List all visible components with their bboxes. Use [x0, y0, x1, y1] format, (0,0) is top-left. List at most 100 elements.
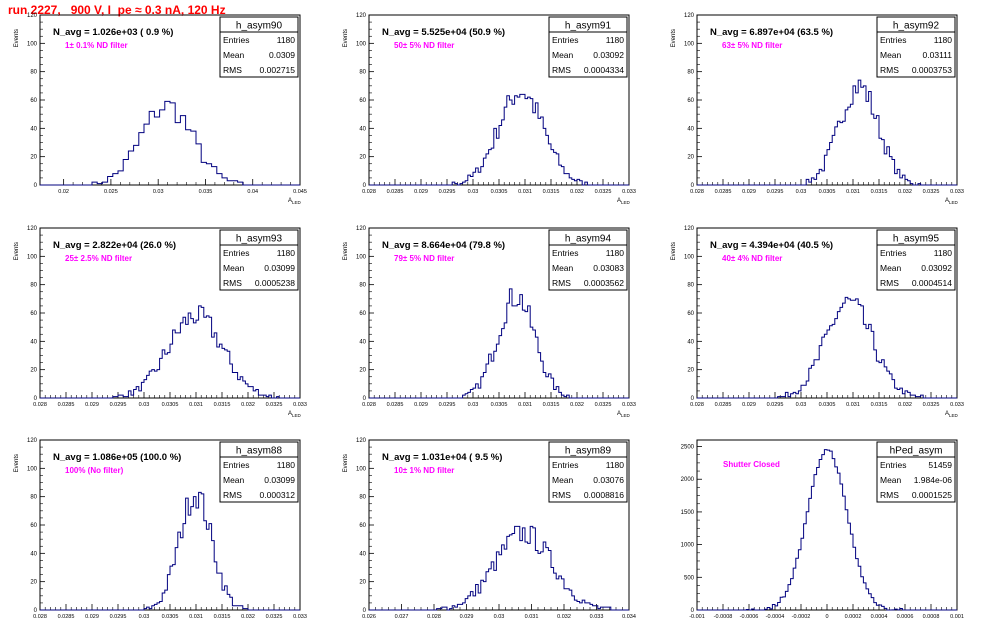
- x-axis-label: ALED: [288, 198, 302, 205]
- x-tick-label: 0.031: [846, 402, 860, 408]
- x-tick-label: 0.03: [494, 614, 505, 620]
- stats-entries-label: Entries: [880, 460, 906, 470]
- stats-mean-label: Mean: [223, 475, 245, 485]
- y-tick-label: 40: [359, 126, 366, 132]
- y-tick-label: 1000: [681, 543, 695, 549]
- x-tick-label: 0.029: [414, 189, 428, 195]
- x-tick-label: 0.0295: [767, 189, 784, 195]
- stats-box-frame: [876, 229, 956, 291]
- x-tick-label: 0.0006: [897, 614, 914, 620]
- x-tick-label: 0.031: [189, 402, 203, 408]
- x-tick-label: 0.0325: [266, 402, 283, 408]
- y-tick-label: 120: [356, 226, 367, 232]
- stats-rms-label: RMS: [223, 278, 242, 288]
- stats-box-frame: [876, 441, 956, 503]
- x-tick-label: -0.0008: [714, 614, 733, 620]
- x-tick-label: 0.03: [468, 189, 479, 195]
- stats-box: h_asym91 Entries 1180 Mean 0.03092 RMS 0.00043…: [548, 16, 628, 78]
- x-tick-label: 0.029: [742, 189, 756, 195]
- x-tick-label: 0.0295: [110, 614, 127, 620]
- stats-rms-value: 0.0001525: [912, 490, 952, 500]
- x-tick-label: 0.032: [570, 189, 584, 195]
- stats-mean-label: Mean: [880, 475, 902, 485]
- y-tick-label: 120: [684, 226, 695, 232]
- y-tick-label: 80: [687, 70, 694, 76]
- x-tick-label: 0.0315: [214, 614, 231, 620]
- x-tick-label: 0.0295: [439, 189, 456, 195]
- stats-mean-label: Mean: [880, 263, 902, 273]
- y-tick-label: 60: [30, 311, 37, 317]
- x-axis-label: ALED: [945, 411, 959, 418]
- x-tick-label: 0.029: [460, 614, 474, 620]
- y-tick-label: 40: [359, 551, 366, 557]
- stats-rms-value: 0.0005238: [255, 278, 295, 288]
- stats-title: h_asym94: [565, 234, 612, 245]
- stats-box: hPed_asym Entries 51459 Mean 1.984e-06 RMS 0.0…: [876, 441, 956, 503]
- stats-box-frame: [219, 229, 299, 291]
- x-tick-label: 0.0285: [387, 189, 404, 195]
- histogram-panel-h_asym95: 0 20 40 60 80 100 120 0.028 0.0285 0.029 0.0295 0.0…: [671, 226, 964, 418]
- stats-title: h_asym89: [565, 446, 612, 457]
- x-tick-label: 0.029: [742, 402, 756, 408]
- x-tick-label: 0.0008: [923, 614, 940, 620]
- histogram-panel-h_asym90: 0 20 40 60 80 100 120 0.02 0.025 0.03 0.035 0.04 0.0…: [14, 13, 307, 205]
- y-axis-label: Events: [343, 242, 349, 260]
- y-tick-label: 60: [359, 523, 366, 529]
- x-tick-label: 0.026: [362, 614, 376, 620]
- x-tick-label: 0.0305: [162, 614, 179, 620]
- y-tick-label: 20: [687, 368, 694, 374]
- histogram-panel-h_asym93: 0 20 40 60 80 100 120 0.028 0.0285 0.029 0.0295 0.0…: [14, 226, 307, 418]
- x-tick-label: 0.0305: [819, 189, 836, 195]
- y-axis-label: Events: [14, 454, 20, 472]
- stats-title: hPed_asym: [890, 446, 943, 457]
- filter-annotation: 40± 4% ND filter: [722, 254, 782, 263]
- y-axis-label: Events: [343, 454, 349, 472]
- x-tick-label: 0.03: [468, 402, 479, 408]
- histogram-line: [40, 100, 300, 186]
- y-tick-label: 1500: [681, 510, 695, 516]
- x-tick-label: 0.0285: [715, 189, 732, 195]
- y-tick-label: 60: [687, 311, 694, 317]
- x-tick-label: 0.028: [362, 189, 376, 195]
- x-tick-label: 0.0325: [266, 614, 283, 620]
- x-tick-label: 0.0285: [58, 614, 75, 620]
- histogram-line: [697, 296, 957, 399]
- y-tick-label: 100: [684, 254, 695, 260]
- x-tick-label: 0.028: [427, 614, 441, 620]
- y-tick-label: 20: [359, 155, 366, 161]
- stats-rms-label: RMS: [552, 65, 571, 75]
- stats-rms-label: RMS: [223, 490, 242, 500]
- stats-mean-label: Mean: [552, 475, 574, 485]
- y-tick-label: 80: [359, 495, 366, 501]
- histogram-line: [40, 305, 300, 399]
- y-tick-label: 80: [359, 70, 366, 76]
- y-tick-label: 120: [356, 13, 367, 19]
- y-tick-label: 120: [684, 13, 695, 19]
- x-tick-label: 0.028: [33, 402, 47, 408]
- y-tick-label: 120: [27, 13, 38, 19]
- x-tick-label: 0.028: [362, 402, 376, 408]
- x-tick-label: 0.032: [898, 402, 912, 408]
- y-tick-label: 60: [359, 98, 366, 104]
- stats-mean-label: Mean: [223, 50, 245, 60]
- x-tick-label: 0.0295: [110, 402, 127, 408]
- y-tick-label: 0: [691, 608, 695, 614]
- histogram-line: [697, 449, 957, 611]
- x-axis-label: ALED: [617, 198, 631, 205]
- filter-annotation: 100% (No filter): [65, 466, 124, 475]
- x-tick-label: -0.001: [689, 614, 705, 620]
- y-tick-label: 40: [687, 339, 694, 345]
- x-tick-label: 0.033: [622, 402, 636, 408]
- stats-entries-value: 1180: [606, 460, 625, 470]
- stats-mean-value: 0.03076: [593, 475, 624, 485]
- x-tick-label: 0.029: [85, 614, 99, 620]
- stats-entries-label: Entries: [223, 35, 249, 45]
- stats-title: h_asym93: [236, 234, 283, 245]
- stats-box: h_asym92 Entries 1180 Mean 0.03111 RMS 0.00037…: [876, 16, 956, 78]
- x-tick-label: 0.03: [153, 189, 164, 195]
- x-tick-label: -0.0006: [740, 614, 759, 620]
- y-tick-label: 500: [684, 575, 695, 581]
- filter-annotation: 50± 5% ND filter: [394, 41, 454, 50]
- y-tick-label: 100: [356, 254, 367, 260]
